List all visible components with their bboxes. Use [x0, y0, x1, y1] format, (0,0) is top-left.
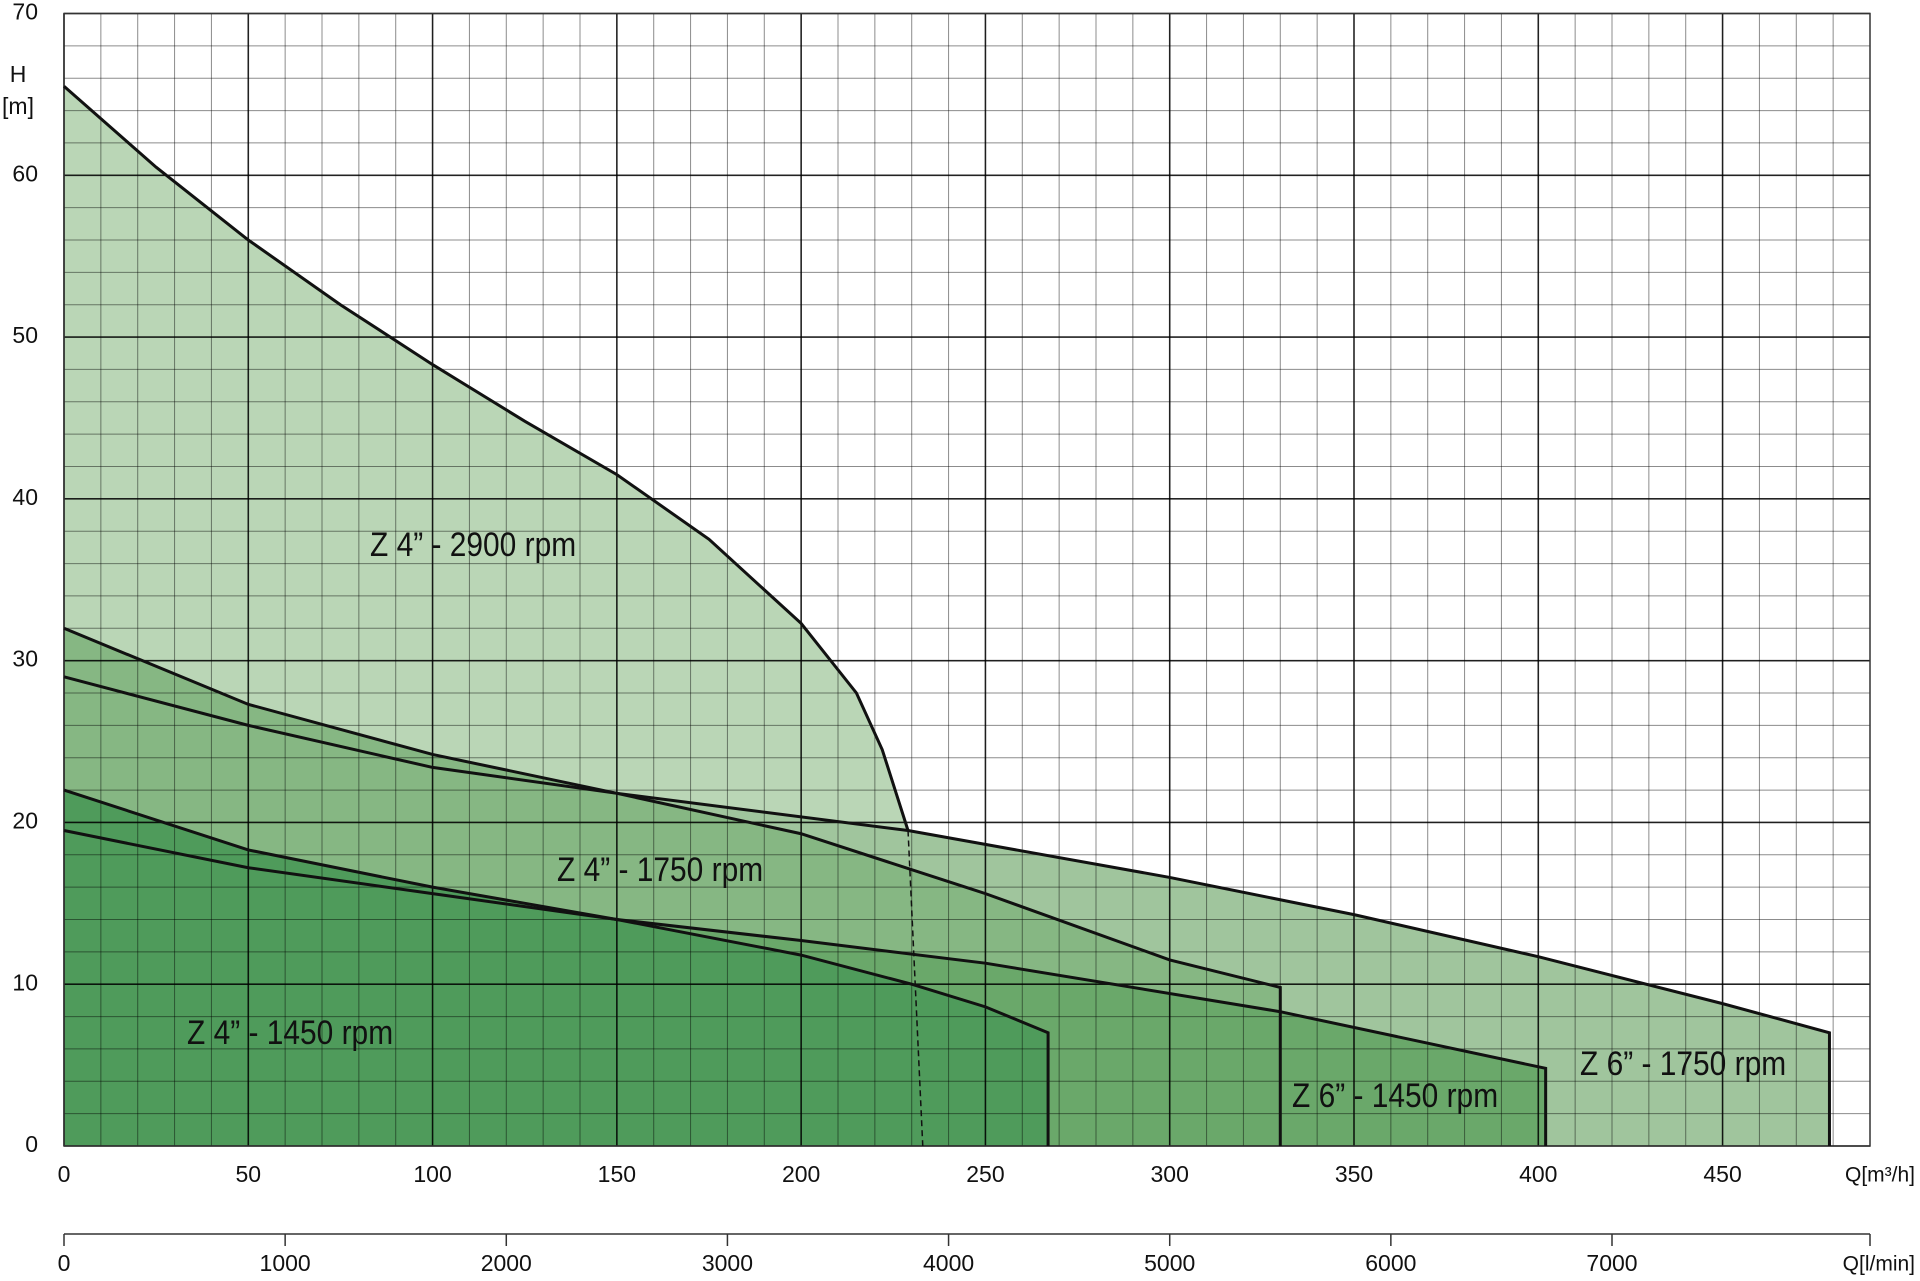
series-line [63, 788, 1050, 1146]
series-area [64, 790, 1049, 1146]
series-line [63, 85, 910, 831]
x-axis-label: Q[m³/h] [1845, 1164, 1915, 1187]
x-tick-label: 50 [235, 1161, 261, 1187]
y-axis-unit: [m] [2, 93, 34, 119]
series-line [63, 675, 1831, 1146]
series-line [63, 829, 1548, 1146]
y-tick-label: 10 [12, 969, 38, 995]
x-tick-label: 200 [782, 1161, 820, 1187]
series-line [63, 626, 1282, 1146]
series-label: Z 6” - 1450 rpm [1292, 1076, 1498, 1114]
series-label: Z 4” - 1450 rpm [187, 1013, 393, 1051]
fills-layer [64, 86, 1830, 1146]
second-x-tick-label: 5000 [1144, 1250, 1195, 1276]
second-x-tick-label: 4000 [923, 1250, 974, 1276]
y-tick-label: 60 [12, 160, 38, 186]
dashed-boundary [907, 830, 924, 1147]
x-tick-label: 400 [1519, 1161, 1557, 1187]
grid-layer [63, 12, 1871, 1147]
labels-layer: 0 50 100 150 200 250 300 350 400 450 0 10 20 30 40 50 60… [12, 0, 1871, 1276]
second-x-tick-label: 3000 [702, 1250, 753, 1276]
y-tick-label: 50 [12, 322, 38, 348]
second-x-axis-label: Q[l/min] [1843, 1253, 1915, 1276]
y-tick-label: 40 [12, 484, 38, 510]
second-x-tick-label: 0 [58, 1250, 71, 1276]
y-axis-label: H [10, 61, 27, 87]
y-tick-label: 30 [12, 646, 38, 672]
y-tick-label: 20 [12, 808, 38, 834]
x-tick-label: 350 [1335, 1161, 1373, 1187]
series-label: Z 6” - 1750 rpm [1580, 1044, 1786, 1082]
second-x-tick-label: 6000 [1365, 1250, 1416, 1276]
second-x-tick-label: 1000 [260, 1250, 311, 1276]
plot-frame [63, 12, 1871, 1147]
x-tick-label: 250 [966, 1161, 1004, 1187]
x-tick-label: 300 [1151, 1161, 1189, 1187]
y-tick-label: 70 [12, 0, 38, 25]
x-tick-label: 100 [413, 1161, 451, 1187]
y-tick-label: 0 [25, 1131, 38, 1157]
x-tick-label: 150 [598, 1161, 636, 1187]
series-label: Z 4” - 2900 rpm [370, 525, 576, 563]
second-x-tick-label: 7000 [1586, 1250, 1637, 1276]
series-label: Z 4” - 1750 rpm [557, 850, 763, 888]
second-x-tick-label: 2000 [481, 1250, 532, 1276]
lines-layer [63, 85, 1831, 1147]
x-tick-label: 450 [1703, 1161, 1741, 1187]
x-tick-label: 0 [58, 1161, 71, 1187]
